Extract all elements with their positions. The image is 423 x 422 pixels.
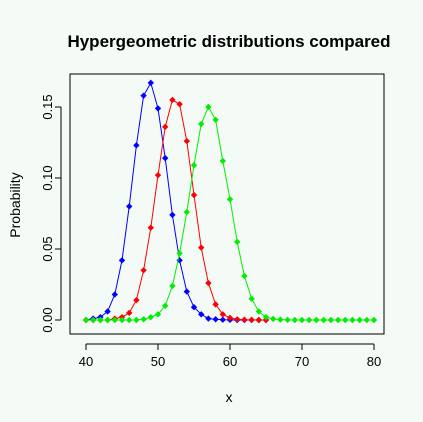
data-point xyxy=(104,308,111,315)
x-tick-label: 80 xyxy=(367,354,381,369)
data-point xyxy=(154,105,162,112)
y-tick-label: 0.15 xyxy=(40,94,55,119)
data-point xyxy=(111,316,118,324)
chart-title: Hypergeometric distributions compared xyxy=(67,32,390,51)
data-point xyxy=(219,311,226,318)
data-point xyxy=(241,316,248,323)
data-point xyxy=(190,304,198,311)
y-tick-label: 0.00 xyxy=(40,307,55,332)
y-tick-label: 0.05 xyxy=(40,236,55,261)
data-point xyxy=(248,295,255,302)
data-point xyxy=(133,142,140,149)
data-point xyxy=(349,316,356,324)
data-point xyxy=(169,96,176,104)
plot-frame xyxy=(69,73,385,335)
data-point xyxy=(176,250,183,257)
data-point xyxy=(219,157,226,165)
data-point xyxy=(198,120,205,128)
series-line xyxy=(86,99,266,321)
x-axis: 40 50 60 70 80 xyxy=(79,343,381,369)
data-point xyxy=(90,316,97,324)
data-point xyxy=(126,316,133,324)
data-point xyxy=(82,316,90,324)
series-group xyxy=(82,79,378,324)
data-point xyxy=(183,137,190,145)
data-point xyxy=(212,116,219,123)
data-point xyxy=(97,316,104,324)
data-point xyxy=(198,244,205,251)
data-point xyxy=(284,316,291,324)
data-point xyxy=(205,315,212,322)
data-point xyxy=(226,314,234,322)
data-point xyxy=(169,211,176,219)
data-point xyxy=(147,224,154,231)
data-point xyxy=(234,316,241,323)
data-point xyxy=(190,191,198,199)
data-point xyxy=(327,316,334,324)
data-point xyxy=(205,279,212,287)
data-point xyxy=(147,79,154,87)
data-point xyxy=(133,296,140,304)
data-point xyxy=(183,288,190,295)
data-point xyxy=(133,316,140,324)
data-point xyxy=(342,316,349,324)
x-tick-label: 50 xyxy=(151,354,165,369)
series-line xyxy=(85,81,266,321)
data-point xyxy=(248,316,255,324)
data-point xyxy=(140,267,147,274)
data-point xyxy=(255,316,262,324)
data-point xyxy=(234,238,241,246)
data-point xyxy=(277,316,284,323)
data-point xyxy=(356,316,363,324)
data-point xyxy=(270,315,277,323)
x-axis-label: x xyxy=(226,389,233,405)
y-axis: 0.00 0.05 0.10 0.15 xyxy=(40,94,62,333)
data-point xyxy=(198,311,205,318)
data-point xyxy=(118,316,126,324)
data-point xyxy=(262,313,270,321)
data-point xyxy=(162,123,169,131)
data-point xyxy=(255,308,262,315)
data-point xyxy=(320,316,327,324)
data-point xyxy=(183,208,190,216)
data-point xyxy=(363,316,370,324)
data-point xyxy=(126,203,133,210)
data-point xyxy=(154,311,162,318)
data-point xyxy=(226,196,234,203)
data-point xyxy=(306,316,313,324)
data-point xyxy=(176,100,183,108)
data-point xyxy=(298,316,306,324)
data-point xyxy=(334,316,342,324)
x-tick-label: 40 xyxy=(79,354,93,369)
data-point xyxy=(111,291,118,298)
data-point xyxy=(169,282,176,290)
data-point xyxy=(313,316,320,324)
data-point xyxy=(162,154,169,162)
data-point xyxy=(147,313,154,321)
series-line xyxy=(86,105,374,321)
y-axis-label: Probability xyxy=(7,172,23,237)
data-point xyxy=(154,171,162,179)
data-point xyxy=(140,92,147,99)
data-point xyxy=(219,316,226,323)
data-point xyxy=(370,316,378,324)
data-point xyxy=(212,301,219,308)
data-point xyxy=(291,316,298,324)
data-point xyxy=(205,103,212,111)
y-tick-label: 0.10 xyxy=(40,165,55,190)
x-tick-label: 60 xyxy=(223,354,237,369)
data-point xyxy=(241,272,248,280)
data-point xyxy=(118,257,126,264)
data-point xyxy=(162,302,169,309)
data-point xyxy=(104,316,111,324)
x-tick-label: 70 xyxy=(295,354,309,369)
data-point xyxy=(126,309,133,317)
data-point xyxy=(190,162,198,169)
data-point xyxy=(212,316,219,323)
data-point xyxy=(140,316,147,323)
